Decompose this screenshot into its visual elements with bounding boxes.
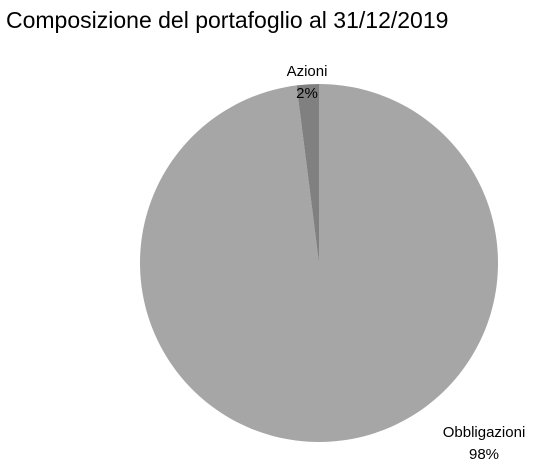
slice-value-label: 2% (296, 85, 318, 102)
slice-category-label: Obbligazioni (443, 424, 526, 441)
slice-value-label: 98% (469, 446, 499, 463)
chart-title: Composizione del portafoglio al 31/12/20… (6, 7, 448, 33)
pie-slice (296, 84, 319, 263)
slice-category-label: Azioni (287, 63, 328, 80)
